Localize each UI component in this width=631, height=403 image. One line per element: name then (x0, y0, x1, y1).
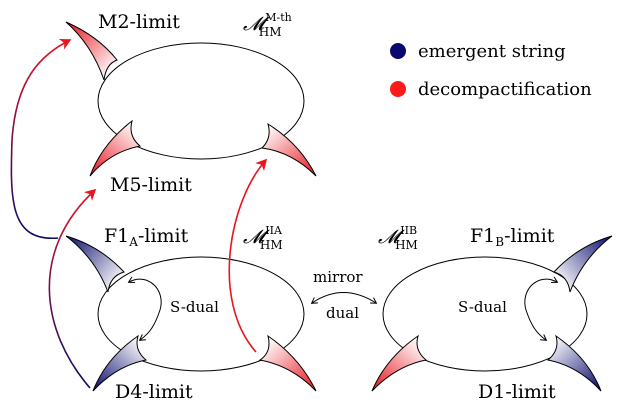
sdual-label-left: S-dual (170, 298, 219, 316)
d4-cusp (92, 334, 148, 392)
legend: emergent string decompactification (390, 41, 592, 100)
iia-ellipse (97, 256, 305, 372)
iia-moduli-label: 𝓜IIA HM (243, 224, 283, 252)
d1-cusp (546, 334, 602, 392)
f1a-limit-label: F1A-limit (104, 225, 189, 249)
mth-ellipse (97, 42, 305, 160)
mth-moduli-space (65, 21, 317, 177)
d1-limit-label: D1-limit (478, 381, 556, 403)
m2-limit-label: M2-limit (98, 11, 180, 33)
legend-emergent-string-marker (390, 43, 406, 59)
arrow-iia-to-mth (228, 158, 268, 353)
m2-cusp (65, 21, 118, 81)
sdual-arrow-right (524, 276, 559, 341)
f1b-limit-label: F1B-limit (470, 225, 555, 249)
d4-limit-label: D4-limit (115, 381, 193, 403)
iia-moduli-space (65, 235, 317, 392)
sdual-arrow-left (127, 276, 162, 341)
arrow-d4-to-m5 (48, 188, 97, 389)
mth-moduli-label: 𝓜M-th HM (243, 11, 292, 39)
iib-moduli-space (371, 235, 613, 392)
f1a-cusp (65, 235, 125, 293)
sdual-label-right: S-dual (458, 298, 507, 316)
mirror-label: mirror (313, 268, 363, 286)
m5-limit-label: M5-limit (110, 174, 192, 196)
legend-emergent-string-label: emergent string (418, 41, 566, 62)
mth-lower-right-cusp (260, 122, 317, 177)
dual-label: dual (326, 304, 359, 322)
legend-decompactification-marker (390, 81, 406, 97)
legend-decompactification-label: decompactification (418, 79, 592, 100)
m5-cusp (89, 119, 142, 177)
mirror-dual-arrow (310, 292, 378, 304)
iib-ellipse (382, 256, 588, 372)
iib-moduli-label: 𝓜IIB HM (378, 224, 418, 252)
arrow-f1a-to-m2 (10, 39, 72, 239)
f1b-cusp (553, 235, 613, 293)
iia-lower-right-cusp (258, 334, 317, 392)
iib-lower-left-cusp (371, 334, 428, 392)
